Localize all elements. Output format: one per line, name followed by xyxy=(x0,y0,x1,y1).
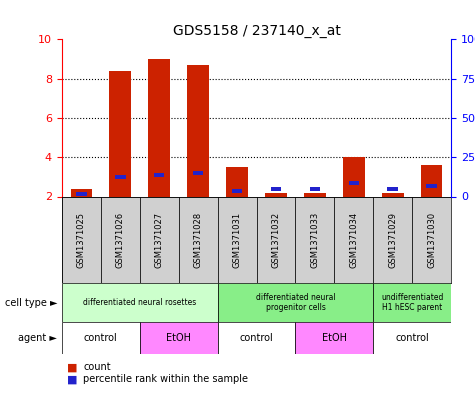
Bar xyxy=(154,173,164,177)
Bar xyxy=(295,322,373,354)
Bar xyxy=(193,171,203,175)
Text: differentiated neural
progenitor cells: differentiated neural progenitor cells xyxy=(256,293,335,312)
Bar xyxy=(101,196,140,283)
Bar xyxy=(218,283,373,322)
Bar xyxy=(427,184,437,188)
Bar xyxy=(62,196,101,283)
Text: GSM1371025: GSM1371025 xyxy=(77,212,86,268)
Bar xyxy=(232,189,242,193)
Bar xyxy=(373,283,451,322)
Text: GSM1371030: GSM1371030 xyxy=(428,212,436,268)
Bar xyxy=(334,196,373,283)
Text: control: control xyxy=(395,333,429,343)
Bar xyxy=(218,322,295,354)
Bar xyxy=(140,322,218,354)
Bar xyxy=(62,322,140,354)
Bar xyxy=(115,175,125,179)
Bar xyxy=(421,165,443,196)
Bar xyxy=(179,196,218,283)
Bar xyxy=(388,187,398,191)
Text: GSM1371026: GSM1371026 xyxy=(116,212,124,268)
Bar xyxy=(76,192,86,195)
Bar xyxy=(304,193,326,196)
Bar xyxy=(373,196,412,283)
Title: GDS5158 / 237140_x_at: GDS5158 / 237140_x_at xyxy=(172,24,341,38)
Bar xyxy=(109,71,131,196)
Text: agent ►: agent ► xyxy=(18,333,57,343)
Text: differentiated neural rosettes: differentiated neural rosettes xyxy=(83,298,196,307)
Text: GSM1371029: GSM1371029 xyxy=(389,212,397,268)
Text: control: control xyxy=(239,333,274,343)
Bar xyxy=(349,181,359,185)
Bar xyxy=(218,196,256,283)
Text: GSM1371031: GSM1371031 xyxy=(233,212,241,268)
Bar xyxy=(265,193,287,196)
Bar xyxy=(62,283,218,322)
Text: cell type ►: cell type ► xyxy=(4,298,57,308)
Bar xyxy=(271,187,281,191)
Bar xyxy=(256,196,295,283)
Text: GSM1371032: GSM1371032 xyxy=(272,212,280,268)
Text: undifferentiated
H1 hESC parent: undifferentiated H1 hESC parent xyxy=(381,293,444,312)
Bar xyxy=(412,196,451,283)
Text: percentile rank within the sample: percentile rank within the sample xyxy=(83,374,248,384)
Text: count: count xyxy=(83,362,111,373)
Text: EtOH: EtOH xyxy=(166,333,191,343)
Text: GSM1371027: GSM1371027 xyxy=(155,212,163,268)
Bar xyxy=(148,59,170,196)
Bar xyxy=(187,65,209,196)
Text: ■: ■ xyxy=(66,374,77,384)
Bar xyxy=(373,322,451,354)
Bar xyxy=(295,196,334,283)
Text: GSM1371034: GSM1371034 xyxy=(350,212,358,268)
Bar xyxy=(343,157,365,196)
Text: EtOH: EtOH xyxy=(322,333,347,343)
Text: control: control xyxy=(84,333,118,343)
Bar xyxy=(310,187,320,191)
Bar xyxy=(382,193,404,196)
Text: GSM1371028: GSM1371028 xyxy=(194,212,202,268)
Bar xyxy=(140,196,179,283)
Bar xyxy=(226,167,248,196)
Text: ■: ■ xyxy=(66,362,77,373)
Text: GSM1371033: GSM1371033 xyxy=(311,211,319,268)
Bar xyxy=(70,189,92,196)
